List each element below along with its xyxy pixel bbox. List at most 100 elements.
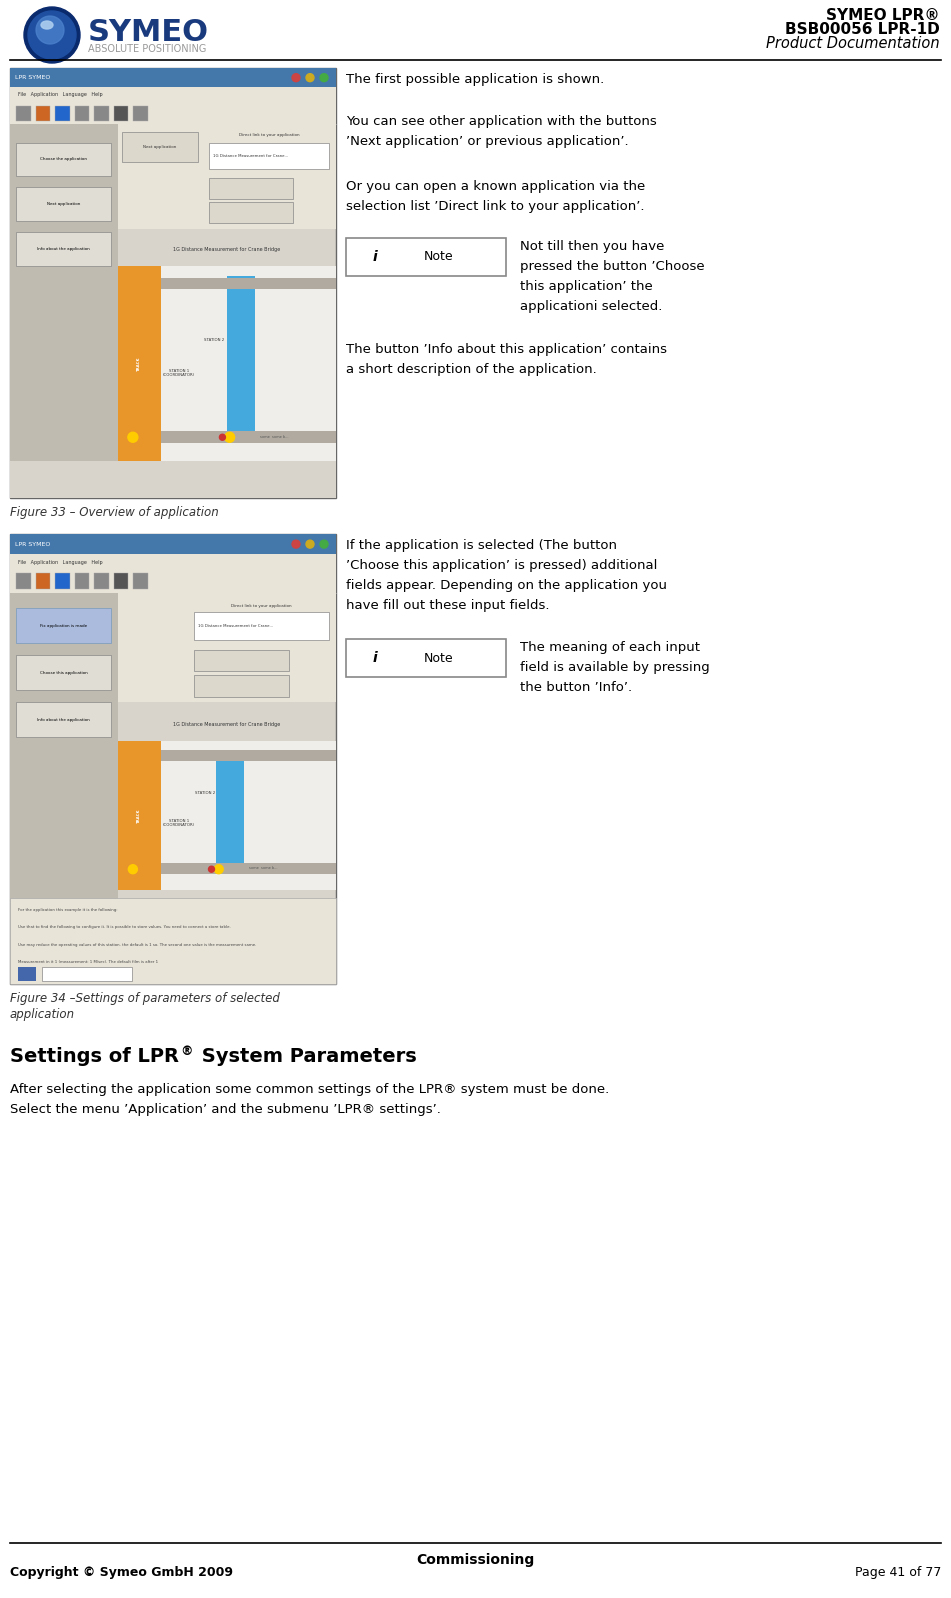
- Text: STATION 1
(COORDINATOR): STATION 1 (COORDINATOR): [163, 818, 195, 828]
- Text: a short description of the application.: a short description of the application.: [346, 363, 596, 376]
- FancyBboxPatch shape: [133, 574, 148, 590]
- Text: Use that to find the following to configure it. It is possible to store values. : Use that to find the following to config…: [18, 925, 231, 930]
- Text: TRACK: TRACK: [138, 356, 142, 371]
- Text: Choose this application: Choose this application: [40, 671, 87, 674]
- Circle shape: [306, 540, 314, 548]
- FancyBboxPatch shape: [94, 105, 109, 121]
- Text: If the application is selected (The button: If the application is selected (The butt…: [346, 539, 617, 551]
- Text: Figure 33 – Overview of application: Figure 33 – Overview of application: [10, 507, 219, 519]
- Text: Measurement in it 1 (measurement: 1 M/sec). The default film is after 1: Measurement in it 1 (measurement: 1 M/se…: [18, 960, 158, 964]
- FancyBboxPatch shape: [94, 574, 109, 590]
- Text: STATION 1
(COORDINATOR): STATION 1 (COORDINATOR): [163, 369, 195, 377]
- Text: File   Application   Language   Help: File Application Language Help: [18, 559, 103, 564]
- Circle shape: [292, 540, 300, 548]
- FancyBboxPatch shape: [10, 102, 336, 125]
- FancyBboxPatch shape: [10, 555, 336, 570]
- Text: TRACK: TRACK: [138, 809, 142, 823]
- Text: STATION 2: STATION 2: [204, 339, 223, 342]
- Text: 1G Distance Measurement for Crane...: 1G Distance Measurement for Crane...: [198, 623, 273, 628]
- FancyBboxPatch shape: [10, 69, 336, 88]
- FancyBboxPatch shape: [16, 655, 111, 690]
- Text: Note: Note: [424, 251, 454, 264]
- Circle shape: [320, 74, 328, 81]
- Text: ’Next application’ or previous application’.: ’Next application’ or previous applicati…: [346, 134, 629, 149]
- FancyBboxPatch shape: [55, 105, 69, 121]
- Circle shape: [214, 865, 223, 874]
- Text: SYMEO: SYMEO: [88, 18, 209, 46]
- FancyBboxPatch shape: [18, 967, 36, 981]
- Text: LPR SYMEO: LPR SYMEO: [15, 75, 50, 80]
- Text: Product Documentation: Product Documentation: [767, 37, 940, 51]
- FancyBboxPatch shape: [10, 125, 118, 499]
- Text: Note: Note: [424, 652, 454, 665]
- FancyBboxPatch shape: [118, 741, 162, 890]
- Text: Next application: Next application: [144, 145, 177, 149]
- FancyBboxPatch shape: [209, 203, 294, 224]
- FancyBboxPatch shape: [118, 125, 336, 229]
- FancyBboxPatch shape: [16, 105, 30, 121]
- FancyBboxPatch shape: [346, 639, 506, 678]
- FancyBboxPatch shape: [16, 187, 111, 221]
- Text: Settings of LPR: Settings of LPR: [10, 1047, 179, 1066]
- Text: You can see other application with the buttons: You can see other application with the b…: [346, 115, 657, 128]
- Text: Or you can open a known application via the: Or you can open a known application via …: [346, 181, 645, 193]
- Text: The meaning of each input: The meaning of each input: [520, 641, 700, 654]
- Text: Direct link to your application: Direct link to your application: [231, 604, 292, 607]
- FancyBboxPatch shape: [114, 574, 128, 590]
- FancyBboxPatch shape: [75, 105, 89, 121]
- FancyBboxPatch shape: [10, 534, 336, 555]
- Text: For the application this example it is the following:: For the application this example it is t…: [18, 908, 118, 912]
- Text: Info about the application: Info about the application: [37, 248, 90, 251]
- FancyBboxPatch shape: [10, 534, 336, 984]
- Text: applicationi selected.: applicationi selected.: [520, 300, 663, 313]
- FancyBboxPatch shape: [55, 574, 69, 590]
- FancyBboxPatch shape: [16, 574, 30, 590]
- Circle shape: [24, 6, 80, 62]
- Text: Fix application is made: Fix application is made: [40, 623, 87, 628]
- FancyBboxPatch shape: [10, 460, 336, 499]
- FancyBboxPatch shape: [346, 238, 506, 276]
- Text: The first possible application is shown.: The first possible application is shown.: [346, 74, 604, 86]
- Circle shape: [320, 540, 328, 548]
- Text: ’Choose this application’ is pressed) additional: ’Choose this application’ is pressed) ad…: [346, 559, 657, 572]
- FancyBboxPatch shape: [16, 232, 111, 265]
- Text: have fill out these input fields.: have fill out these input fields.: [346, 599, 550, 612]
- Text: After selecting the application some common settings of the LPR® system must be : After selecting the application some com…: [10, 1083, 610, 1096]
- FancyBboxPatch shape: [209, 179, 294, 200]
- Text: Choose the application: Choose the application: [40, 158, 87, 161]
- Text: Copyright © Symeo GmbH 2009: Copyright © Symeo GmbH 2009: [10, 1566, 233, 1579]
- Circle shape: [306, 74, 314, 81]
- Text: the button ’Info’.: the button ’Info’.: [520, 681, 632, 694]
- FancyBboxPatch shape: [162, 431, 336, 443]
- FancyBboxPatch shape: [16, 702, 111, 737]
- Text: File   Application   Language   Help: File Application Language Help: [18, 93, 103, 97]
- Text: pressed the button ’Choose: pressed the button ’Choose: [520, 260, 705, 273]
- FancyBboxPatch shape: [133, 105, 148, 121]
- FancyBboxPatch shape: [75, 574, 89, 590]
- Text: Direct link to your application: Direct link to your application: [239, 133, 300, 137]
- Text: Use may reduce the operating values of this station. the default is 1 so. The se: Use may reduce the operating values of t…: [18, 943, 257, 946]
- Text: ®: ®: [180, 1045, 192, 1058]
- FancyBboxPatch shape: [118, 741, 336, 890]
- FancyBboxPatch shape: [10, 593, 118, 984]
- FancyBboxPatch shape: [10, 69, 336, 499]
- FancyBboxPatch shape: [194, 674, 289, 697]
- Text: Select the menu ’Application’ and the submenu ’LPR® settings’.: Select the menu ’Application’ and the su…: [10, 1103, 441, 1115]
- Text: field is available by pressing: field is available by pressing: [520, 662, 709, 674]
- Circle shape: [220, 435, 225, 439]
- FancyBboxPatch shape: [118, 593, 336, 702]
- FancyBboxPatch shape: [10, 88, 336, 102]
- FancyBboxPatch shape: [162, 749, 336, 761]
- FancyBboxPatch shape: [194, 612, 329, 639]
- Ellipse shape: [41, 21, 53, 29]
- Text: SYMEO LPR®: SYMEO LPR®: [826, 8, 940, 22]
- Circle shape: [224, 431, 235, 443]
- FancyBboxPatch shape: [35, 574, 50, 590]
- Text: Page 41 of 77: Page 41 of 77: [855, 1566, 941, 1579]
- FancyBboxPatch shape: [16, 609, 111, 644]
- Text: fields appear. Depending on the application you: fields appear. Depending on the applicat…: [346, 578, 667, 591]
- Text: i: i: [373, 650, 378, 665]
- FancyBboxPatch shape: [162, 863, 336, 874]
- Text: BSB00056 LPR-1D: BSB00056 LPR-1D: [786, 22, 940, 37]
- FancyBboxPatch shape: [42, 967, 132, 981]
